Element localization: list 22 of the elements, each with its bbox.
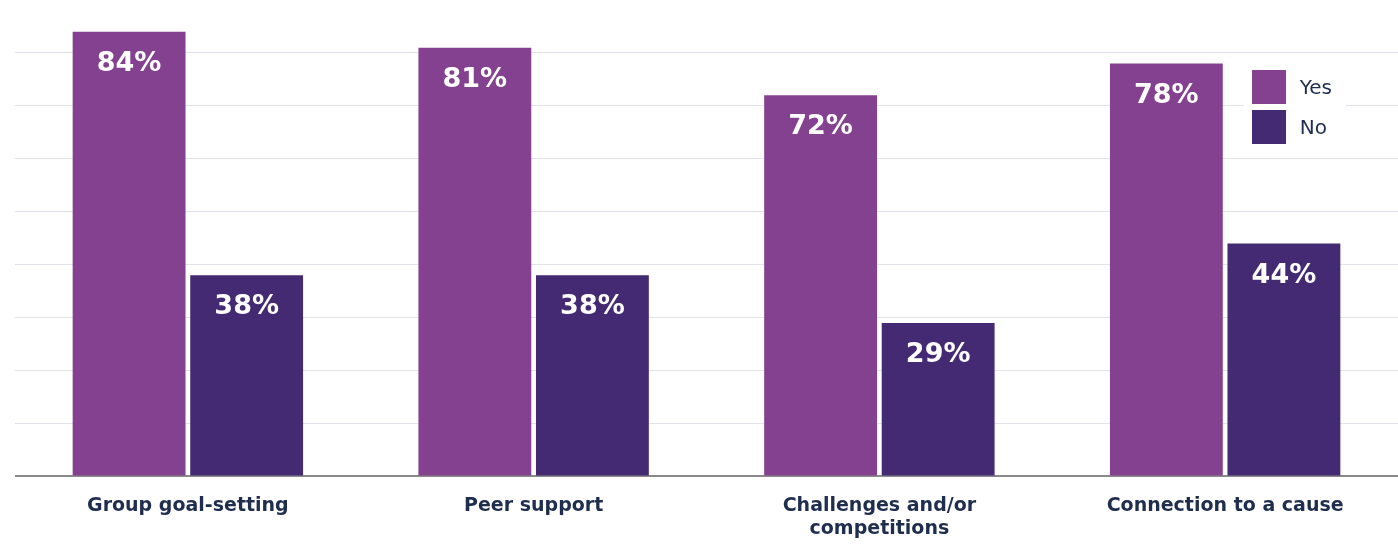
bar [72,31,186,476]
bar [764,95,878,476]
x-tick-label: Challenges and/or competitions [782,492,977,538]
data-label: 44% [1251,257,1317,289]
data-label: 38% [214,289,279,321]
legend-label: No [1299,115,1327,139]
x-tick-label: Connection to a cause [1106,492,1344,515]
bar [1109,63,1223,476]
bar [535,275,649,476]
legend-label: Yes [1299,75,1332,99]
bar [418,47,532,476]
data-label: 72% [788,109,853,141]
x-tick-label: Peer support [464,492,604,515]
x-tick-label: Group goal-setting [87,492,289,515]
data-label: 78% [1134,77,1199,109]
bar [881,322,995,476]
data-label: 29% [905,336,971,368]
data-label: 38% [560,289,625,321]
data-label: 84% [96,45,162,77]
bar [1227,243,1341,476]
data-label: 81% [442,61,508,93]
bar [190,275,304,476]
